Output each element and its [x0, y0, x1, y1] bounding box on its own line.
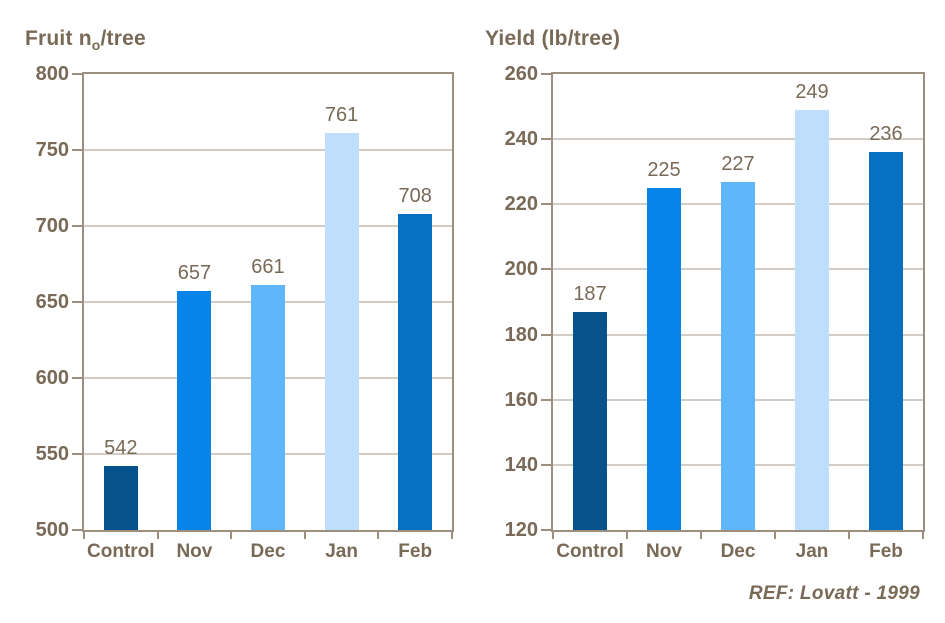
- x-tick-label: Feb: [869, 541, 903, 562]
- y-tick-label: 200: [504, 258, 538, 281]
- x-tick-mark: [774, 530, 776, 539]
- y-tick-mark: [72, 225, 84, 228]
- gridline: [553, 138, 923, 140]
- y-tick-label: 500: [35, 519, 69, 541]
- bar: [794, 109, 829, 530]
- x-tick-label: Jan: [795, 541, 829, 562]
- y-tick-mark: [541, 333, 553, 336]
- y-tick-mark: [541, 529, 553, 531]
- bar-value-label: 761: [324, 104, 359, 127]
- y-tick-mark: [72, 377, 84, 380]
- chart-title-subscript: o: [91, 37, 101, 54]
- bar-slot: 249 Jan: [775, 74, 849, 562]
- gridline: [84, 149, 452, 151]
- x-tick-mark: [626, 530, 628, 539]
- x-tick-label: Control: [556, 541, 624, 562]
- bar-value-label: 708: [398, 184, 432, 207]
- bar-slot: 225 Nov: [627, 74, 701, 562]
- bar-slot: 542 Control: [84, 74, 158, 562]
- chart-yield-per-tree: Yield (lb/tree) 120 140 160 180 200 220 240 260…: [473, 0, 945, 623]
- x-tick-label: Dec: [720, 541, 756, 562]
- y-tick-label: 650: [35, 291, 69, 313]
- bar-slot: 227 Dec: [701, 74, 775, 563]
- bar-value-label: 249: [795, 80, 829, 103]
- x-tick-mark: [377, 530, 380, 539]
- x-tick-mark: [552, 530, 554, 539]
- bar-value-label: 236: [869, 123, 903, 146]
- y-tick-mark: [541, 268, 553, 271]
- y-tick-mark: [541, 73, 553, 75]
- x-tick-mark: [303, 530, 306, 539]
- y-tick-mark: [72, 529, 84, 531]
- x-tick-label: Nov: [646, 541, 682, 562]
- x-tick-mark: [451, 530, 453, 539]
- reference-caption: REF: Lovatt - 1999: [748, 583, 920, 604]
- x-tick-label: Jan: [325, 541, 358, 562]
- chart-title-text: Yield (lb/tree): [485, 27, 621, 50]
- chart-title: Yield (lb/tree): [485, 27, 620, 51]
- bar-slot: 661 Dec: [231, 74, 305, 562]
- y-tick-label: 160: [504, 388, 538, 411]
- y-tick-mark: [541, 463, 553, 466]
- bar-value-label: 542: [104, 437, 138, 460]
- y-tick-label: 140: [504, 453, 538, 476]
- x-tick-label: Feb: [398, 541, 433, 562]
- y-tick-mark: [72, 73, 84, 75]
- y-tick-mark: [72, 149, 84, 151]
- y-tick-label: 220: [504, 193, 538, 216]
- bar: [572, 311, 607, 530]
- y-tick-mark: [72, 301, 84, 303]
- bar-value-label: 187: [573, 282, 607, 305]
- y-tick-label: 750: [35, 139, 69, 161]
- bar: [646, 188, 681, 530]
- bar: [324, 133, 359, 530]
- bar: [251, 285, 285, 530]
- bar-slot: 657 Nov: [158, 74, 232, 562]
- y-tick-mark: [541, 138, 553, 141]
- x-tick-mark: [156, 530, 159, 539]
- bar-slot: 187 Control: [553, 74, 627, 562]
- bar-slot: 708 Feb: [378, 74, 452, 562]
- x-tick-mark: [700, 530, 702, 539]
- y-tick-label: 260: [504, 63, 538, 85]
- gridline: [84, 225, 452, 227]
- y-tick-label: 600: [35, 367, 69, 390]
- bar: [177, 291, 212, 530]
- y-tick-label: 120: [504, 519, 538, 541]
- y-tick-mark: [72, 453, 84, 456]
- x-tick-mark: [230, 530, 233, 539]
- chart-fruit-per-tree: Fruit no/tree 500 550 600 650 700 750 800 542 Co…: [0, 0, 472, 623]
- y-tick-mark: [541, 203, 553, 206]
- x-tick-label: Control: [87, 541, 155, 562]
- y-tick-label: 180: [504, 323, 538, 346]
- chart-title-text: Fruit n: [25, 27, 92, 50]
- x-tick-mark: [83, 530, 85, 539]
- x-tick-mark: [922, 530, 924, 539]
- bar: [103, 466, 138, 530]
- bar-value-label: 661: [251, 256, 285, 279]
- bar: [398, 213, 433, 530]
- bar: [868, 152, 903, 530]
- bar-value-label: 657: [177, 262, 212, 285]
- bar-value-label: 227: [721, 152, 755, 175]
- y-tick-label: 240: [504, 128, 538, 151]
- plot-area: 120 140 160 180 200 220 240 260 187 Control 225 Nov…: [505, 64, 925, 563]
- bar-value-label: 225: [647, 159, 681, 181]
- y-tick-mark: [541, 398, 553, 401]
- y-tick-label: 800: [35, 63, 69, 85]
- y-tick-label: 550: [35, 443, 69, 466]
- chart-title: Fruit no/tree: [25, 27, 146, 53]
- plot-area: 500 550 600 650 700 750 800 542 Control 657 Nov 661…: [36, 64, 454, 562]
- x-tick-mark: [848, 530, 850, 539]
- chart-title-text: /tree: [100, 27, 146, 50]
- x-tick-label: Dec: [250, 541, 286, 562]
- bar-slot: 236 Feb: [849, 74, 923, 562]
- x-tick-label: Nov: [176, 541, 213, 562]
- bar: [720, 181, 755, 530]
- y-tick-label: 700: [35, 215, 69, 238]
- bar-slot: 761 Jan: [305, 74, 379, 562]
